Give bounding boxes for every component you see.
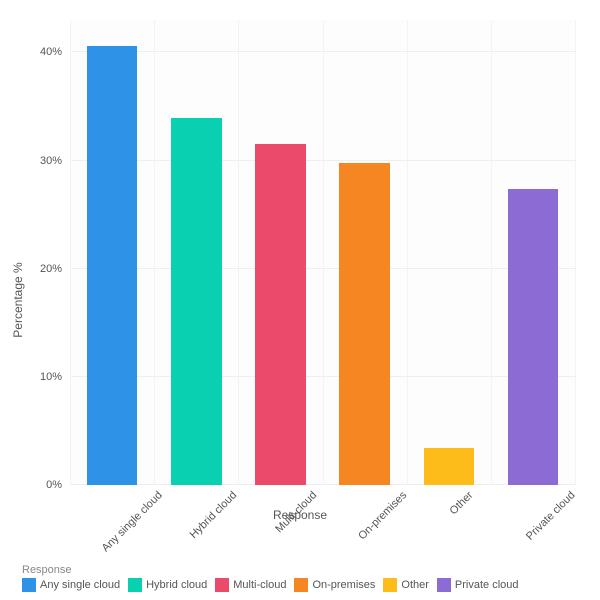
legend-label: Other [401,579,429,591]
bar [424,448,475,485]
legend-title: Response [22,564,580,576]
x-tick-label: Other [443,485,475,517]
y-axis-title: Percentage % [11,262,25,337]
chart-container: Percentage % 0%10%20%30%40%Any single cl… [0,0,600,600]
x-gridline [70,20,71,485]
y-tick-label: 20% [40,263,70,275]
legend-item: Private cloud [437,578,519,592]
legend-item: Any single cloud [22,578,120,592]
x-gridline [238,20,239,485]
legend-item: Hybrid cloud [128,578,207,592]
x-gridline [323,20,324,485]
legend-label: On-premises [312,579,375,591]
bar [255,144,306,485]
legend-swatch [22,578,36,592]
bar [171,118,222,485]
legend-item: Multi-cloud [215,578,286,592]
x-tick-label: Hybrid cloud [184,485,240,541]
bar [87,46,138,485]
x-tick-label: Private cloud [520,485,578,543]
legend-item: Other [383,578,429,592]
legend-swatch [437,578,451,592]
y-tick-label: 10% [40,371,70,383]
legend-items: Any single cloud Hybrid cloud Multi-cloud O… [22,578,580,592]
plot-area: 0%10%20%30%40%Any single cloudHybrid clo… [70,20,575,485]
x-gridline [154,20,155,485]
x-gridline [575,20,576,485]
legend-label: Private cloud [455,579,519,591]
legend: Response Any single cloud Hybrid cloud Mul… [22,564,580,592]
y-tick-label: 40% [40,46,70,58]
y-tick-label: 0% [46,479,70,491]
legend-label: Multi-cloud [233,579,286,591]
x-axis-title: Response [273,508,327,522]
legend-swatch [383,578,397,592]
x-gridline [407,20,408,485]
bar [339,163,390,485]
legend-swatch [128,578,142,592]
legend-item: On-premises [294,578,375,592]
x-tick-label: On-premises [352,485,409,542]
legend-swatch [294,578,308,592]
bar [508,189,559,485]
legend-swatch [215,578,229,592]
legend-label: Hybrid cloud [146,579,207,591]
legend-label: Any single cloud [40,579,120,591]
x-tick-label: Any single cloud [95,485,164,554]
x-gridline [491,20,492,485]
y-tick-label: 30% [40,155,70,167]
